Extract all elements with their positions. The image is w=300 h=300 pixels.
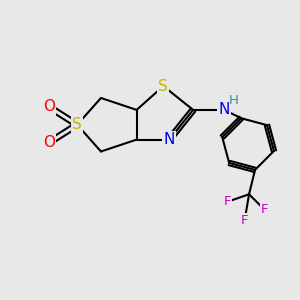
- Text: S: S: [158, 79, 168, 94]
- Text: S: S: [72, 117, 82, 132]
- Text: O: O: [43, 135, 55, 150]
- Text: H: H: [229, 94, 239, 107]
- Text: F: F: [261, 203, 268, 216]
- Text: N: N: [164, 132, 175, 147]
- Text: F: F: [224, 195, 231, 208]
- Text: O: O: [43, 99, 55, 114]
- Text: F: F: [241, 214, 248, 227]
- Text: N: N: [219, 102, 230, 117]
